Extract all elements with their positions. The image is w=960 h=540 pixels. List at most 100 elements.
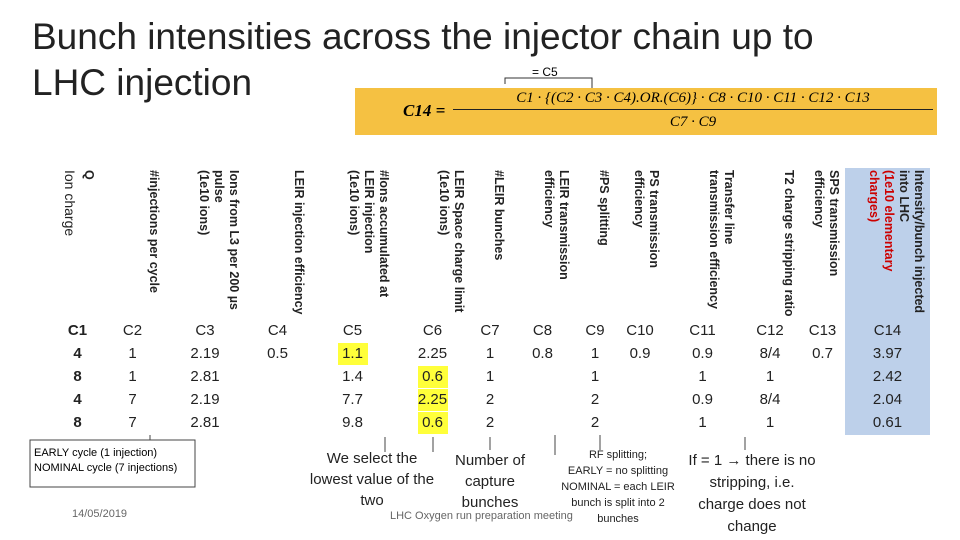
table-cell: 1	[590, 368, 600, 385]
table-cell: 2.81	[190, 414, 220, 431]
table-cell: 2.25	[417, 345, 448, 362]
table-cell: 2	[590, 414, 600, 431]
header-line: (1e10 ions)	[437, 170, 451, 236]
header-line: Ions from L3 per 200 µs pulse	[212, 170, 241, 310]
note-line: RF splitting;	[588, 449, 648, 461]
table-cell: 0.6	[417, 412, 448, 434]
column-id: C13	[808, 322, 837, 339]
column-header: Ions from L3 per 200 µs pulse (1e10 ions)	[169, 170, 241, 318]
table-cell: 2	[485, 414, 495, 431]
table-cell: 0.6	[417, 366, 448, 388]
column-id: C6	[422, 322, 443, 339]
table-cell: 1	[485, 345, 495, 362]
table-cell: 8	[73, 414, 82, 431]
header-line: (1e10 elementary charges)	[867, 170, 896, 272]
table-cell: 9.8	[342, 414, 363, 431]
footer-meeting: LHC Oxygen run preparation meeting	[390, 510, 573, 522]
header-line: #injections per cycle	[147, 170, 161, 293]
table-cell: 0.9	[692, 391, 713, 408]
formula-denominator: C7 · C9	[669, 114, 717, 130]
table-cell: 0.9	[692, 345, 713, 362]
table-cell: 1	[485, 368, 495, 385]
column-id: C2	[122, 322, 143, 339]
table-cell: 3.97	[872, 345, 903, 362]
column-id: C9	[585, 322, 605, 339]
column-id: C4	[267, 322, 288, 339]
table-cell: 8/4	[759, 345, 781, 362]
column-id: C10	[626, 322, 654, 339]
header-line: T2 charge stripping ratio	[782, 170, 796, 317]
column-header: PS transmission efficiency	[619, 170, 661, 318]
header-line: (1e10 ions)	[347, 170, 361, 236]
cycles-note: EARLY cycle (1 injection) NOMINAL cycle …	[34, 446, 177, 476]
note-line: EARLY cycle (1 injection)	[34, 447, 158, 459]
header-line: Intensity/bunch injected into LHC	[897, 170, 926, 314]
header-line: LEIR Space charge limit	[452, 170, 466, 313]
stripping-note: If = 1 → there is no stripping, i.e. cha…	[688, 452, 816, 535]
table-cell: 1	[765, 414, 775, 431]
table-cell: 1	[128, 368, 137, 385]
note-line: NOMINAL = each LEIR bunch is split into …	[561, 481, 675, 525]
formula-numerator: C1 · {(C2 · C3 · C4).OR.(C6)} · C8 · C10…	[453, 90, 933, 110]
table-cell: 0.8	[532, 345, 553, 362]
table-cell: 7	[128, 391, 137, 408]
header-line: #LEIR bunches	[492, 170, 506, 261]
table-cell: 1	[128, 345, 137, 362]
column-header: LEIR Space charge limit (1e10 ions)	[399, 170, 466, 318]
formula-lhs: C14 =	[403, 101, 446, 120]
column-id: C14	[873, 322, 902, 339]
table-cell: 2.81	[190, 368, 220, 385]
select-note: We select the lowest value of the two	[309, 450, 435, 509]
brace-note: = C5	[532, 65, 558, 79]
column-header: #PS splitting	[579, 170, 611, 318]
column-id: C1	[67, 322, 88, 339]
column-header: LEIR injection efficiency	[249, 170, 306, 318]
table-cell: 2.19	[190, 391, 220, 408]
table-cell: 7.7	[342, 391, 363, 408]
rf-note: RF splitting; EARLY = no splitting NOMIN…	[553, 447, 683, 527]
column-id: C5	[342, 322, 363, 339]
table-cell: 4	[73, 345, 82, 362]
header-line: Q	[82, 170, 96, 180]
table-cell: 0.7	[812, 345, 833, 362]
capture-note: Number of capture bunches	[454, 452, 526, 511]
column-id: C3	[195, 322, 215, 339]
column-header: Q Ion charge	[59, 170, 96, 318]
header-line: #PS splitting	[597, 170, 611, 246]
column-header: #injections per cycle	[104, 170, 161, 318]
header-line: Transfer line transmission efficiency	[707, 170, 736, 309]
table-cell: 8/4	[759, 391, 781, 408]
column-id: C7	[480, 322, 500, 339]
header-line: LEIR transmission efficiency	[542, 170, 571, 280]
column-id: C8	[532, 322, 553, 339]
header-line: PS transmission efficiency	[632, 170, 661, 268]
slide-title: Bunch intensities across the injector ch…	[32, 16, 814, 103]
table-cell: 2.25	[417, 389, 448, 411]
column-header: #Ions accumulated at LEIR injection (1e10…	[314, 170, 391, 318]
column-header: Transfer line transmission efficiency	[669, 170, 736, 318]
column-header: Intensity/bunch injected into LHC (1e10 e…	[849, 170, 926, 318]
column-id: C12	[756, 322, 784, 339]
formula-box: C14 = C1 · {(C2 · C3 · C4).OR.(C6)} · C8…	[355, 88, 937, 135]
table-cell: 2	[485, 391, 495, 408]
header-line: Ion charge	[62, 170, 78, 237]
column-id: C11	[689, 322, 716, 339]
note-line: EARLY = no splitting	[567, 465, 669, 477]
table-cell: 1	[698, 368, 707, 385]
column-header: #LEIR bunches	[474, 170, 506, 318]
column-header: SPS transmission efficiency	[804, 170, 841, 318]
table-cell: 0.5	[267, 345, 288, 362]
header-line: LEIR injection efficiency	[292, 170, 306, 315]
table-cell: 0.9	[629, 345, 651, 362]
table-cell: 4	[73, 391, 82, 408]
footer-date: 14/05/2019	[72, 508, 128, 520]
header-line: (1e10 ions)	[197, 170, 211, 236]
table-cell: 2.19	[190, 345, 220, 362]
column-header: LEIR transmission efficiency	[514, 170, 571, 318]
column-header: T2 charge stripping ratio	[744, 170, 796, 318]
table-cell: 1	[765, 368, 775, 385]
table-cell: 1	[698, 414, 707, 431]
table-cell: 1.1	[337, 343, 368, 365]
